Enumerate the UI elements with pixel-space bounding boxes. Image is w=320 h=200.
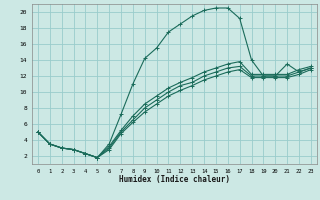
X-axis label: Humidex (Indice chaleur): Humidex (Indice chaleur) — [119, 175, 230, 184]
